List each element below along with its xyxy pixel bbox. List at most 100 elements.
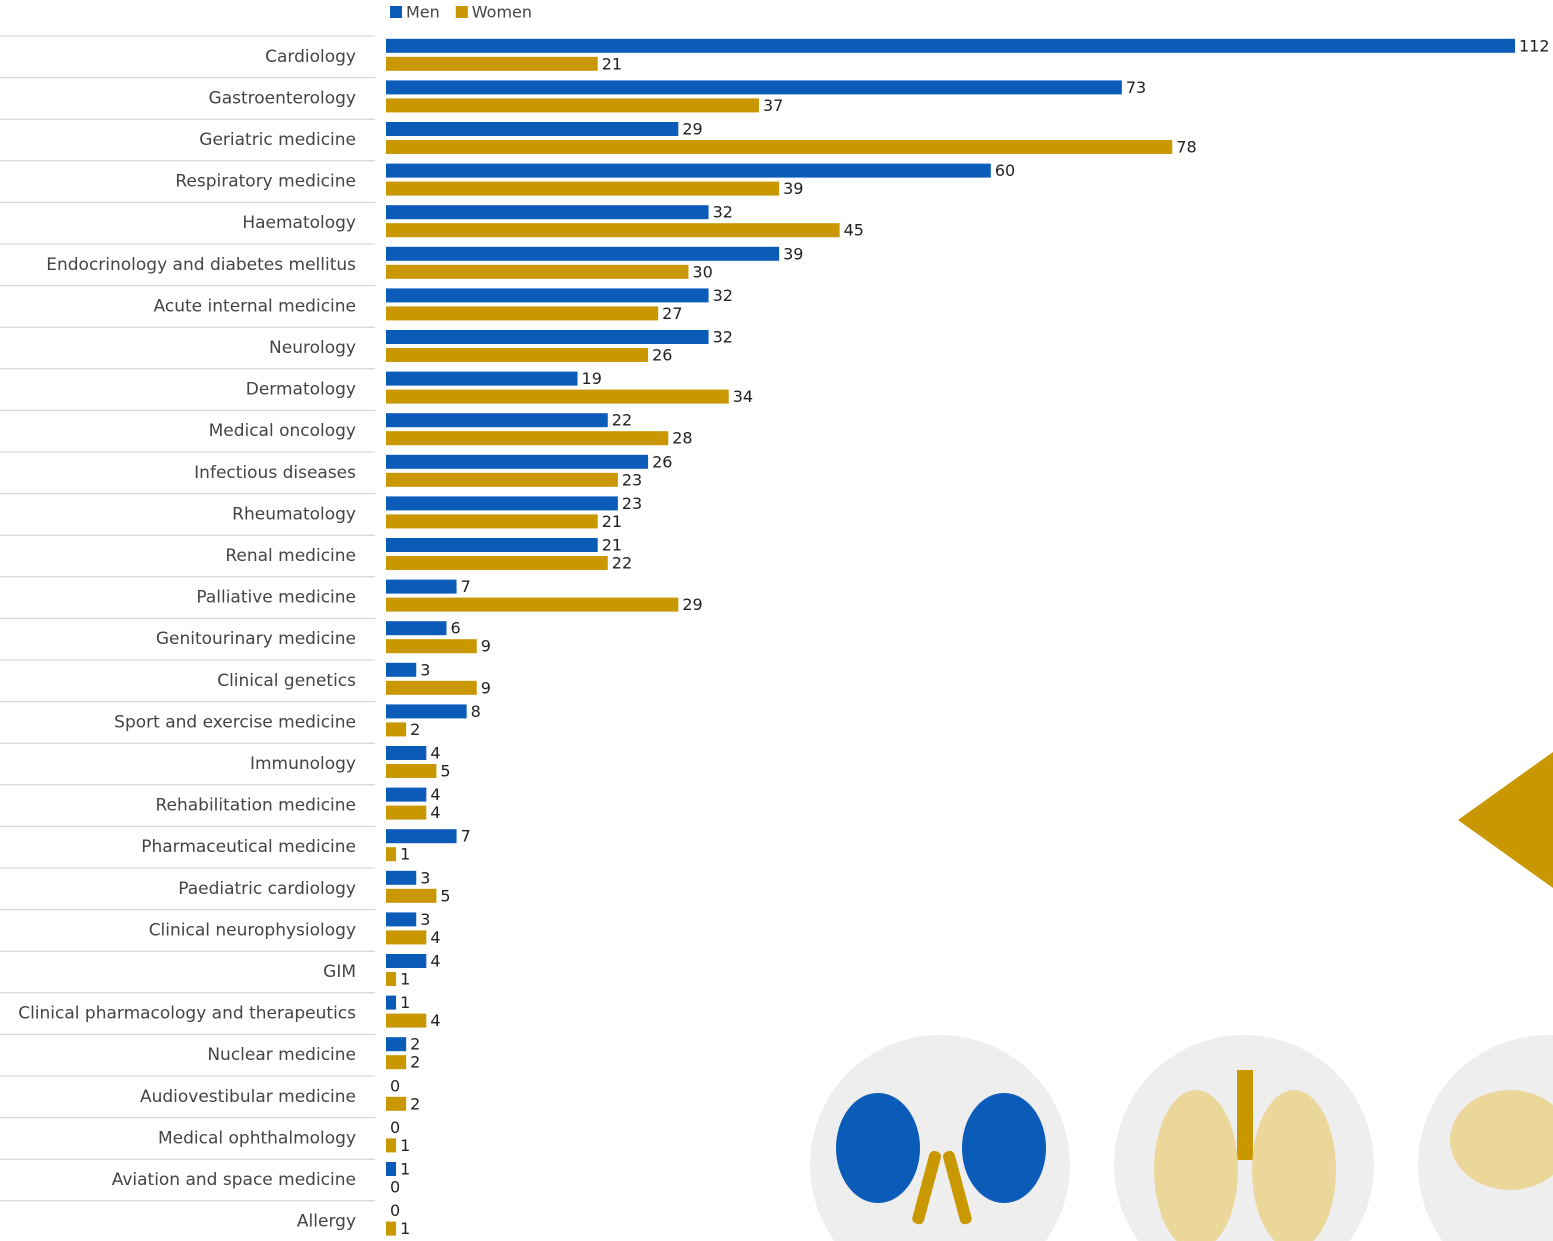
- value-label: 22: [612, 411, 632, 430]
- legend-label: Men: [406, 3, 440, 22]
- value-label: 21: [602, 512, 622, 531]
- value-label: 4: [430, 952, 440, 971]
- bar: [386, 372, 578, 386]
- bar: [386, 1037, 406, 1051]
- value-label: 21: [602, 536, 622, 555]
- category-label: Dermatology: [246, 380, 356, 400]
- bar: [386, 182, 779, 196]
- value-label: 2: [410, 1035, 420, 1054]
- category-label: Clinical pharmacology and therapeutics: [18, 1004, 356, 1024]
- category-label: Acute internal medicine: [154, 296, 356, 316]
- bar: [386, 681, 477, 695]
- bar: [386, 413, 608, 427]
- bar: [386, 621, 446, 635]
- value-label: 39: [783, 179, 803, 198]
- category-label: Endocrinology and diabetes mellitus: [46, 255, 356, 275]
- value-label: 6: [450, 619, 460, 638]
- value-label: 26: [652, 452, 672, 471]
- legend-swatch: [390, 6, 402, 18]
- value-label: 3: [420, 660, 430, 679]
- value-label: 112: [1519, 36, 1550, 55]
- category-label: Rheumatology: [232, 504, 356, 524]
- category-label: Medical oncology: [209, 421, 356, 441]
- value-label: 34: [733, 387, 753, 406]
- value-label: 3: [420, 868, 430, 887]
- bar: [386, 889, 436, 903]
- bar: [386, 473, 618, 487]
- chart: MenWomenCardiology11221Gastroenterology7…: [0, 0, 1553, 1241]
- value-label: 26: [652, 346, 672, 365]
- bar: [386, 514, 598, 528]
- value-label: 28: [672, 429, 692, 448]
- bar: [386, 746, 426, 760]
- bar: [386, 140, 1172, 154]
- value-label: 73: [1126, 78, 1146, 97]
- value-label: 8: [471, 702, 481, 721]
- category-label: Palliative medicine: [196, 588, 356, 608]
- value-label: 4: [430, 744, 440, 763]
- bar: [386, 431, 668, 445]
- bar: [386, 1222, 396, 1236]
- category-label: Genitourinary medicine: [156, 629, 356, 649]
- value-label: 1: [400, 845, 410, 864]
- value-label: 32: [713, 328, 733, 347]
- category-label: Nuclear medicine: [207, 1045, 356, 1065]
- bar: [386, 871, 416, 885]
- value-label: 0: [390, 1118, 400, 1137]
- value-label: 1: [400, 1160, 410, 1179]
- category-label: Gastroenterology: [209, 88, 356, 108]
- category-label: Renal medicine: [225, 546, 356, 566]
- category-label: Cardiology: [265, 47, 356, 67]
- category-label: Clinical genetics: [217, 671, 356, 691]
- bar: [386, 538, 598, 552]
- legend-swatch: [456, 6, 468, 18]
- bar: [386, 288, 709, 302]
- category-label: Neurology: [269, 338, 356, 358]
- category-label: Medical ophthalmology: [158, 1128, 356, 1148]
- bar: [386, 98, 759, 112]
- value-label: 5: [440, 762, 450, 781]
- bar: [386, 722, 406, 736]
- value-label: 45: [844, 221, 864, 240]
- bar: [386, 954, 426, 968]
- bar: [386, 663, 416, 677]
- category-label: Sport and exercise medicine: [114, 712, 356, 732]
- bar: [386, 205, 709, 219]
- value-label: 29: [682, 595, 702, 614]
- value-label: 60: [995, 161, 1015, 180]
- category-label: Allergy: [297, 1212, 356, 1232]
- bar: [386, 1138, 396, 1152]
- value-label: 2: [410, 1094, 420, 1113]
- category-label: Clinical neurophysiology: [149, 920, 356, 940]
- bar: [386, 1055, 406, 1069]
- bar: [386, 455, 648, 469]
- value-label: 5: [440, 886, 450, 905]
- category-label: Infectious diseases: [194, 463, 356, 483]
- value-label: 30: [692, 262, 712, 281]
- value-label: 7: [461, 577, 471, 596]
- bar: [386, 39, 1515, 53]
- value-label: 3: [420, 910, 430, 929]
- value-label: 4: [430, 1011, 440, 1030]
- bar: [386, 704, 467, 718]
- value-label: 39: [783, 244, 803, 263]
- bar: [386, 829, 457, 843]
- category-label: Respiratory medicine: [175, 172, 356, 192]
- bar: [386, 556, 608, 570]
- bar: [386, 1097, 406, 1111]
- bar: [386, 972, 396, 986]
- bar: [386, 348, 648, 362]
- value-label: 78: [1176, 138, 1196, 157]
- bar: [386, 996, 396, 1010]
- bar: [386, 306, 658, 320]
- value-label: 27: [662, 304, 682, 323]
- value-label: 4: [430, 785, 440, 804]
- bar: [386, 330, 709, 344]
- category-label: Aviation and space medicine: [112, 1170, 356, 1190]
- value-label: 21: [602, 54, 622, 73]
- value-label: 1: [400, 1136, 410, 1155]
- bar: [386, 390, 729, 404]
- bar: [386, 122, 678, 136]
- value-label: 0: [390, 1201, 400, 1220]
- category-label: Haematology: [242, 213, 356, 233]
